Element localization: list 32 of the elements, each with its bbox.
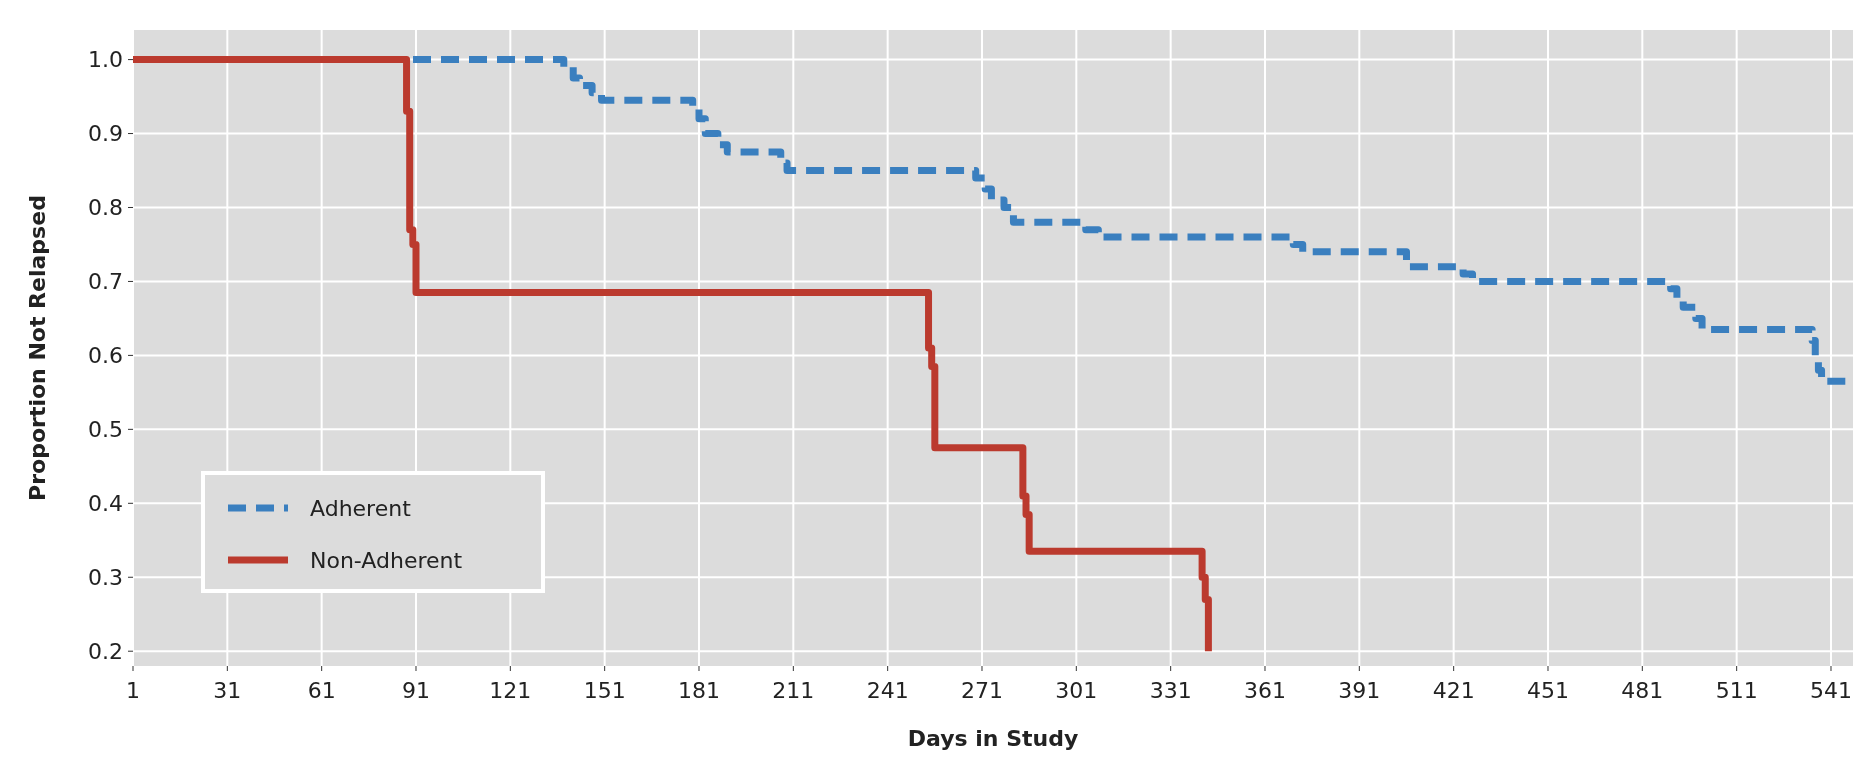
- legend-label: Adherent: [310, 495, 412, 521]
- x-tick-label: 241: [866, 678, 909, 703]
- x-axis-title: Days in Study: [907, 726, 1079, 751]
- x-tick-label: 1: [126, 678, 140, 703]
- legend-label: Non-Adherent: [310, 547, 463, 573]
- x-tick-label: 331: [1149, 678, 1192, 703]
- x-tick-label: 301: [1055, 678, 1098, 703]
- y-tick-label: 0.7: [88, 269, 123, 295]
- x-tick-label: 451: [1526, 678, 1569, 703]
- y-tick-label: 0.4: [88, 491, 123, 516]
- x-tick-label: 121: [489, 678, 532, 703]
- x-tick-label: 61: [307, 678, 336, 703]
- x-tick-label: 421: [1432, 678, 1475, 703]
- x-tick-label: 391: [1338, 678, 1381, 703]
- x-tick-label: 151: [583, 678, 626, 703]
- y-tick-label: 0.6: [88, 343, 123, 369]
- x-tick-label: 31: [213, 678, 242, 703]
- x-tick-label: 361: [1243, 678, 1286, 703]
- x-tick-label: 91: [402, 678, 430, 703]
- x-tick-label: 271: [960, 678, 1003, 703]
- y-tick-label: 1.0: [88, 47, 123, 73]
- x-tick-label: 481: [1621, 678, 1664, 703]
- y-tick-label: 0.3: [88, 564, 123, 590]
- y-tick-label: 0.9: [88, 121, 123, 147]
- y-tick-label: 0.2: [88, 638, 123, 664]
- y-axis-title: Proportion Not Relapsed: [25, 195, 50, 501]
- x-tick-label: 541: [1809, 678, 1852, 703]
- y-tick-label: 0.8: [88, 195, 123, 221]
- y-tick-label: 0.5: [88, 417, 123, 443]
- x-tick-label: 511: [1715, 678, 1758, 703]
- x-tick-label: 181: [678, 678, 720, 703]
- x-tick-label: 211: [772, 678, 815, 703]
